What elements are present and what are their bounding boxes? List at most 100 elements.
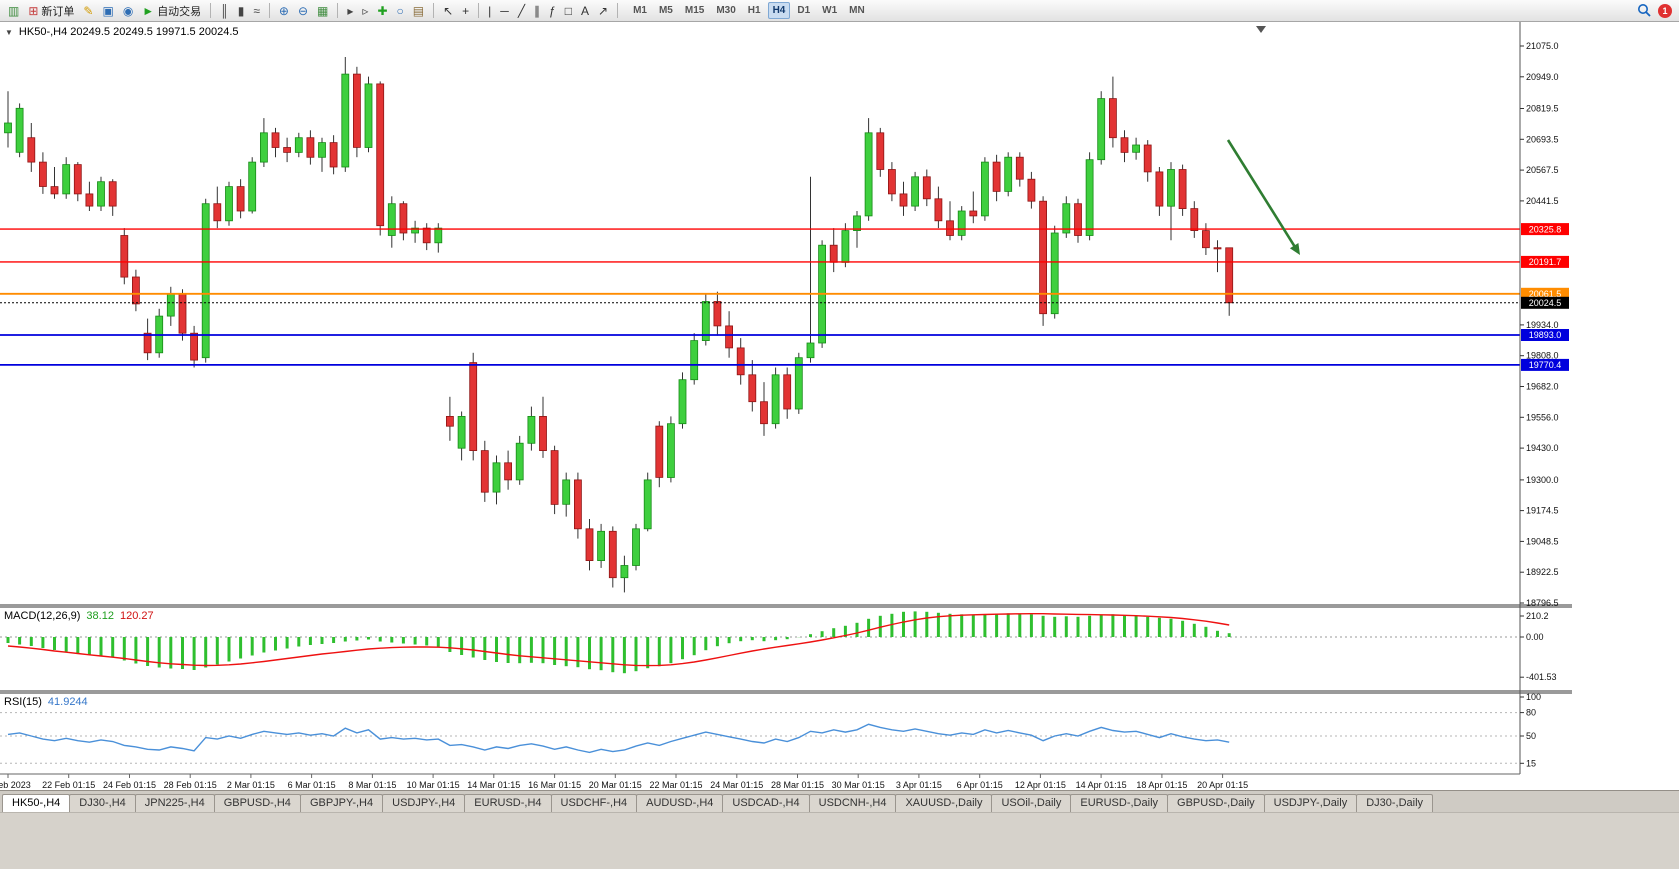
candle [248, 161, 257, 212]
timeframe-h1[interactable]: H1 [747, 5, 761, 16]
bar-chart-type-icon[interactable]: ║ [216, 1, 233, 21]
timeframe-m15[interactable]: M15 [684, 5, 705, 16]
price-tick-label: 18922.5 [1526, 567, 1559, 577]
chart-tab-gbpjpy-h4[interactable]: GBPJPY-,H4 [299, 794, 384, 812]
timeframe-d1[interactable]: D1 [797, 5, 811, 16]
time-tick-label: 3 Apr 01:15 [896, 780, 942, 790]
line-chart-type-icon[interactable]: ≈ [249, 1, 264, 21]
candle [1004, 156, 1013, 192]
symbol-dropdown-icon[interactable]: ▼ [5, 27, 13, 37]
fibonacci-icon[interactable]: ƒ [545, 1, 560, 21]
chart-shift-icon: ▹ [362, 3, 369, 18]
candle [597, 530, 605, 561]
price-tick-label: 20949.0 [1526, 72, 1559, 82]
chart-shift-marker[interactable] [1256, 26, 1266, 33]
candle [608, 530, 617, 579]
price-tick-label: 19808.0 [1526, 351, 1559, 361]
community-icon[interactable]: ◉ [119, 1, 137, 21]
shapes-icon[interactable]: □ [561, 1, 576, 21]
candle-chart-type-icon[interactable]: ▮ [234, 1, 249, 21]
toolbar-separator [478, 3, 480, 18]
candle [539, 415, 547, 451]
equidistant-channel-icon[interactable]: ∥ [530, 1, 544, 21]
candle [643, 479, 652, 530]
toolbar-left: ▥ ⊞ 新订单 ✎ ▣ ◉ ► 自动交易 ║ ▮ ≈ ⊕ ⊖ ▦ ▸ ▹ ✚ ○ ▤ ↖ + | ─ ╱ ∥ ƒ □ A ↗ M1 M5 M1… [4, 1, 871, 21]
panel-separator[interactable] [0, 690, 1572, 694]
trendline-icon[interactable]: ╱ [514, 1, 529, 21]
autotrading-button-label: 自动交易 [157, 5, 202, 18]
vertical-line-icon[interactable]: | [484, 1, 495, 21]
price-tick-label: 19430.0 [1526, 443, 1559, 453]
candle [62, 164, 71, 195]
candle [713, 301, 722, 327]
chart-shift-icon[interactable]: ▹ [358, 1, 372, 21]
charts-icon: ▥ [8, 3, 20, 18]
chart-tab-usdjpy-h4[interactable]: USDJPY-,H4 [382, 794, 466, 812]
timeframe-m5[interactable]: M5 [658, 5, 673, 16]
periods-icon[interactable]: ○ [393, 1, 408, 21]
autotrading-button[interactable]: ► 自动交易 [138, 1, 205, 21]
timeframe-h4[interactable]: H4 [767, 2, 791, 19]
charts-icon[interactable]: ▥ [4, 1, 23, 21]
chart-tab-xauusd-daily[interactable]: XAUUSD-,Daily [895, 794, 993, 812]
arrows-object-icon[interactable]: ↗ [594, 1, 612, 21]
chart-tab-eurusd-daily[interactable]: EURUSD-,Daily [1070, 794, 1169, 812]
timeframe-mn[interactable]: MN [849, 5, 865, 16]
chart-tab-usdcnh-h4[interactable]: USDCNH-,H4 [808, 794, 897, 812]
chart-tab-usoil-daily[interactable]: USOil-,Daily [991, 794, 1072, 812]
candle [15, 107, 24, 153]
chart-tab-dj30-h4[interactable]: DJ30-,H4 [69, 794, 136, 812]
candle [376, 83, 385, 227]
trend-arrow-annotation[interactable] [1226, 139, 1298, 251]
candle [364, 83, 373, 148]
cursor-icon[interactable]: ↖ [439, 1, 457, 21]
chart-tab-hk50-h4[interactable]: HK50-,H4 [2, 794, 71, 812]
candle [236, 186, 245, 212]
chart-tab-usdcad-h4[interactable]: USDCAD-,H4 [722, 794, 810, 812]
candle [352, 73, 361, 148]
line-chart-type-icon: ≈ [253, 3, 260, 18]
zoom-out-icon[interactable]: ⊖ [294, 1, 312, 21]
price-badge-text: 20191.7 [1529, 257, 1562, 267]
price-tick-label: 19934.0 [1526, 320, 1559, 330]
price-tick-label: 20819.5 [1526, 104, 1559, 114]
price-tick-label: 19300.0 [1526, 475, 1559, 485]
zoom-in-icon[interactable]: ⊕ [275, 1, 293, 21]
chart-tab-eurusd-h4[interactable]: EURUSD-,H4 [464, 794, 552, 812]
candle [306, 137, 315, 158]
text-label-icon[interactable]: A [577, 1, 593, 21]
templates-icon[interactable]: ▤ [409, 1, 428, 21]
auto-scroll-icon[interactable]: ▸ [343, 1, 357, 21]
timeframe-m30[interactable]: M30 [716, 5, 736, 16]
chart-tab-jpn225-h4[interactable]: JPN225-,H4 [134, 794, 215, 812]
metaeditor-icon[interactable]: ✎ [79, 1, 97, 21]
macd-tick-label: 210.2 [1526, 611, 1549, 621]
chart-tab-audusd-h4[interactable]: AUDUSD-,H4 [636, 794, 724, 812]
tile-windows-icon[interactable]: ▦ [313, 1, 332, 21]
candle [899, 193, 908, 207]
crosshair-icon[interactable]: + [458, 1, 473, 21]
price-badge-text: 20061.5 [1529, 289, 1562, 299]
chart-tab-usdjpy-daily[interactable]: USDJPY-,Daily [1263, 794, 1358, 812]
candle [120, 235, 129, 278]
timeframe-group: M1 M5 M15 M30 H1 H4 D1 W1 MN [627, 2, 871, 19]
indicators-icon[interactable]: ✚ [373, 1, 391, 21]
time-tick-label: 6 Mar 01:15 [288, 780, 336, 790]
time-tick-label: 28 Mar 01:15 [771, 780, 824, 790]
macd-signal-line [7, 613, 1230, 667]
chart-tab-gbpusd-daily[interactable]: GBPUSD-,Daily [1167, 794, 1265, 812]
panel-separator[interactable] [0, 604, 1572, 608]
candle [1132, 144, 1140, 153]
horizontal-line-icon[interactable]: ─ [496, 1, 513, 21]
toolbar: ▥ ⊞ 新订单 ✎ ▣ ◉ ► 自动交易 ║ ▮ ≈ ⊕ ⊖ ▦ ▸ ▹ ✚ ○ ▤ ↖ + | ─ ╱ ∥ ƒ □ A ↗ M1 M5 M1… [0, 0, 1679, 22]
timeframe-w1[interactable]: W1 [822, 5, 838, 16]
timeframe-m1[interactable]: M1 [633, 5, 647, 16]
chart-tab-gbpusd-h4[interactable]: GBPUSD-,H4 [213, 794, 301, 812]
search-icon[interactable] [1637, 3, 1652, 18]
chart-tab-usdchf-h4[interactable]: USDCHF-,H4 [550, 794, 638, 812]
notification-badge[interactable]: 1 [1658, 3, 1672, 18]
new-order-button[interactable]: ⊞ 新订单 [24, 1, 78, 21]
chart-tab-dj30-daily[interactable]: DJ30-,Daily [1356, 794, 1434, 812]
market-watch-icon[interactable]: ▣ [98, 1, 117, 21]
rsi-tick-label: 50 [1526, 731, 1536, 741]
